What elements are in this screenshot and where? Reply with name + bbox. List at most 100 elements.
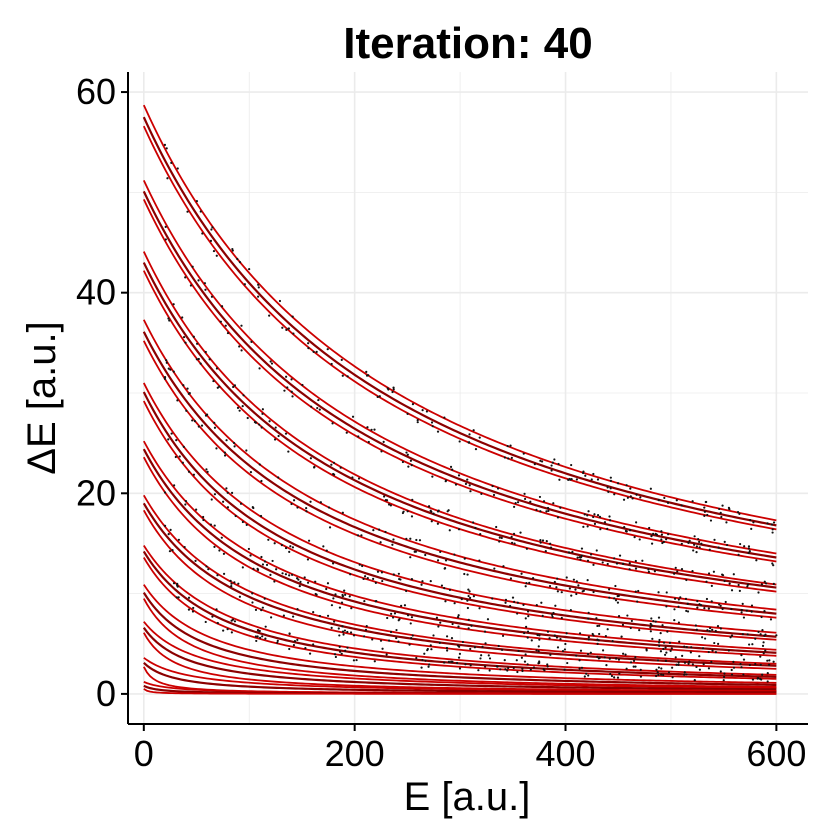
data-point: [617, 615, 621, 618]
data-point: [410, 578, 414, 581]
data-point: [331, 422, 334, 425]
data-point: [722, 679, 725, 682]
data-point: [405, 537, 408, 540]
data-point: [456, 615, 460, 619]
data-point: [332, 461, 336, 464]
y-axis-title: ΔE [a.u.]: [20, 321, 64, 474]
data-point: [182, 335, 186, 339]
data-point: [757, 591, 760, 594]
data-point: [754, 637, 757, 640]
data-point: [503, 659, 506, 662]
data-point: [365, 624, 368, 628]
data-point: [516, 601, 519, 604]
data-point: [325, 587, 328, 591]
data-point: [478, 607, 481, 610]
data-point: [207, 568, 210, 571]
data-point: [512, 666, 515, 670]
data-point: [624, 529, 628, 533]
data-point: [178, 455, 181, 458]
data-point: [305, 507, 308, 510]
data-point: [254, 421, 258, 424]
data-point: [200, 424, 204, 427]
data-point: [520, 572, 523, 575]
data-point: [352, 634, 356, 637]
data-point: [488, 669, 491, 672]
data-point: [288, 550, 291, 553]
data-point: [608, 515, 611, 518]
data-point: [260, 426, 263, 429]
data-point: [495, 525, 498, 529]
data-point: [240, 324, 243, 327]
data-point: [176, 399, 179, 402]
data-point: [286, 386, 289, 389]
data-point: [617, 658, 621, 661]
data-point: [429, 644, 432, 647]
data-point: [546, 665, 549, 668]
data-point: [391, 616, 395, 619]
data-point: [309, 457, 312, 460]
data-point: [618, 554, 622, 557]
data-point: [504, 598, 508, 601]
data-point: [307, 539, 311, 542]
data-point: [197, 279, 200, 282]
data-point: [648, 526, 651, 530]
data-point: [175, 439, 178, 442]
data-point: [356, 534, 360, 537]
data-point: [701, 647, 705, 650]
data-point: [662, 641, 666, 644]
data-point: [338, 634, 341, 637]
data-point: [372, 577, 375, 581]
data-point: [586, 652, 590, 656]
data-point: [341, 625, 344, 628]
data-point: [617, 594, 620, 597]
data-point: [371, 638, 374, 641]
data-point: [710, 584, 713, 587]
data-point: [458, 440, 461, 443]
data-point: [392, 388, 395, 391]
data-point: [623, 525, 626, 529]
data-point: [730, 668, 733, 672]
data-point: [257, 283, 260, 286]
axes-layer: [127, 72, 808, 725]
data-point: [374, 581, 377, 584]
data-point: [740, 608, 743, 612]
data-point: [379, 541, 382, 544]
data-point: [265, 563, 269, 567]
data-point: [495, 665, 498, 668]
data-point: [464, 482, 468, 486]
data-point: [524, 617, 527, 620]
data-point: [657, 666, 660, 669]
data-point: [578, 667, 581, 670]
data-point: [663, 496, 666, 500]
data-point: [764, 649, 767, 652]
data-point: [673, 597, 677, 600]
data-point: [439, 550, 442, 554]
data-point: [523, 497, 527, 501]
data-point: [191, 265, 194, 268]
data-point: [487, 654, 490, 657]
data-point: [409, 556, 412, 559]
data-point: [511, 596, 515, 599]
data-point: [361, 564, 364, 568]
chart-title: Iteration: 40: [343, 19, 592, 68]
data-point: [192, 606, 195, 610]
data-point: [592, 515, 595, 519]
data-point: [616, 676, 620, 679]
points-layer: [163, 143, 778, 683]
data-point: [660, 667, 663, 670]
data-point: [570, 463, 573, 467]
data-point: [363, 635, 366, 638]
data-point: [737, 553, 740, 556]
series-curve: [143, 584, 777, 684]
data-point: [345, 431, 348, 434]
data-point: [484, 642, 487, 645]
data-point: [629, 661, 633, 664]
data-point: [677, 605, 680, 608]
data-point: [517, 649, 520, 653]
data-point: [199, 362, 202, 365]
data-point: [496, 487, 500, 490]
data-point: [206, 470, 209, 473]
data-point: [685, 578, 688, 582]
data-point: [215, 608, 218, 611]
data-point: [702, 663, 705, 666]
